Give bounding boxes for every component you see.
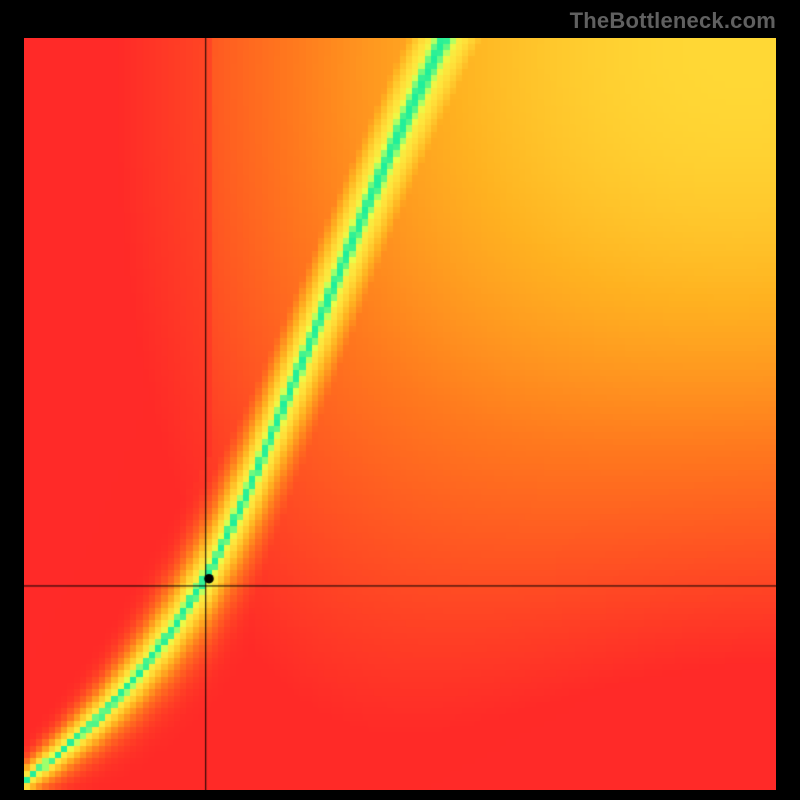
watermark-text: TheBottleneck.com <box>570 8 776 34</box>
chart-container: TheBottleneck.com <box>0 0 800 800</box>
bottleneck-heatmap <box>24 38 776 790</box>
